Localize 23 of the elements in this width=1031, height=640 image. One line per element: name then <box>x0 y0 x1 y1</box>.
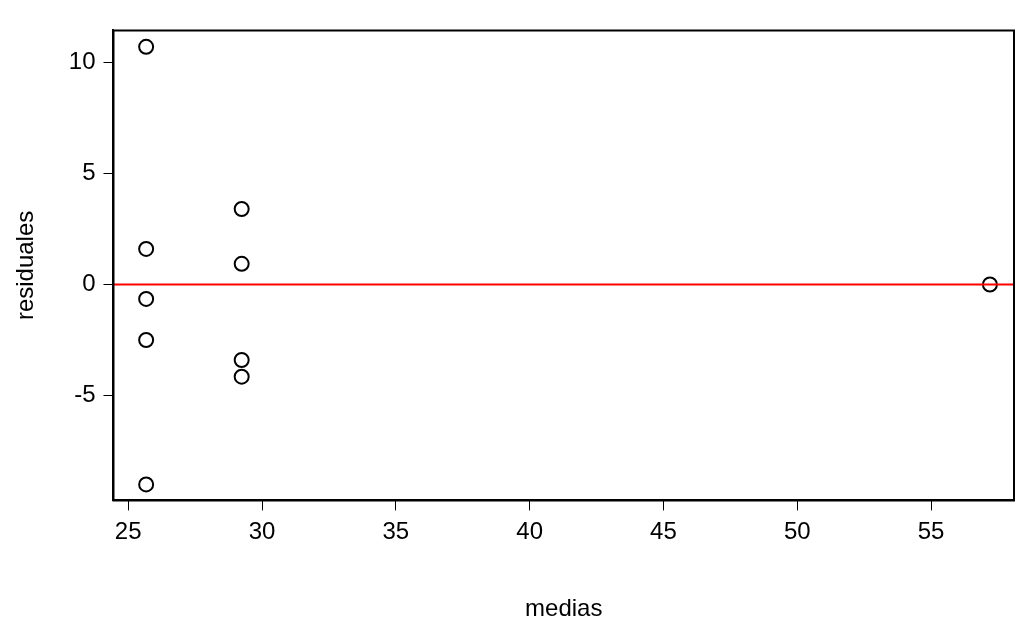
point <box>138 38 155 55</box>
y-tick-label: -5 <box>74 380 96 408</box>
point <box>233 200 250 217</box>
point <box>138 290 155 307</box>
x-axis-title: medias <box>525 594 603 622</box>
x-tick-label: 40 <box>516 517 543 545</box>
y-tick-label: 0 <box>82 269 96 297</box>
point <box>138 240 155 257</box>
point <box>138 332 155 349</box>
point <box>138 476 155 493</box>
x-tick-label: 25 <box>114 517 142 545</box>
y-tick-label: 10 <box>68 47 96 75</box>
point <box>981 276 998 293</box>
x-tick-label: 30 <box>248 517 276 545</box>
point <box>233 368 250 385</box>
x-tick-label: 55 <box>917 517 945 545</box>
x-tick-label: 50 <box>783 517 811 545</box>
point <box>233 255 250 272</box>
point <box>233 352 250 369</box>
y-tick-label: 5 <box>82 158 96 186</box>
x-tick-label: 35 <box>382 517 410 545</box>
y-axis-title: residuales <box>11 210 39 321</box>
x-tick-label: 45 <box>650 517 677 545</box>
